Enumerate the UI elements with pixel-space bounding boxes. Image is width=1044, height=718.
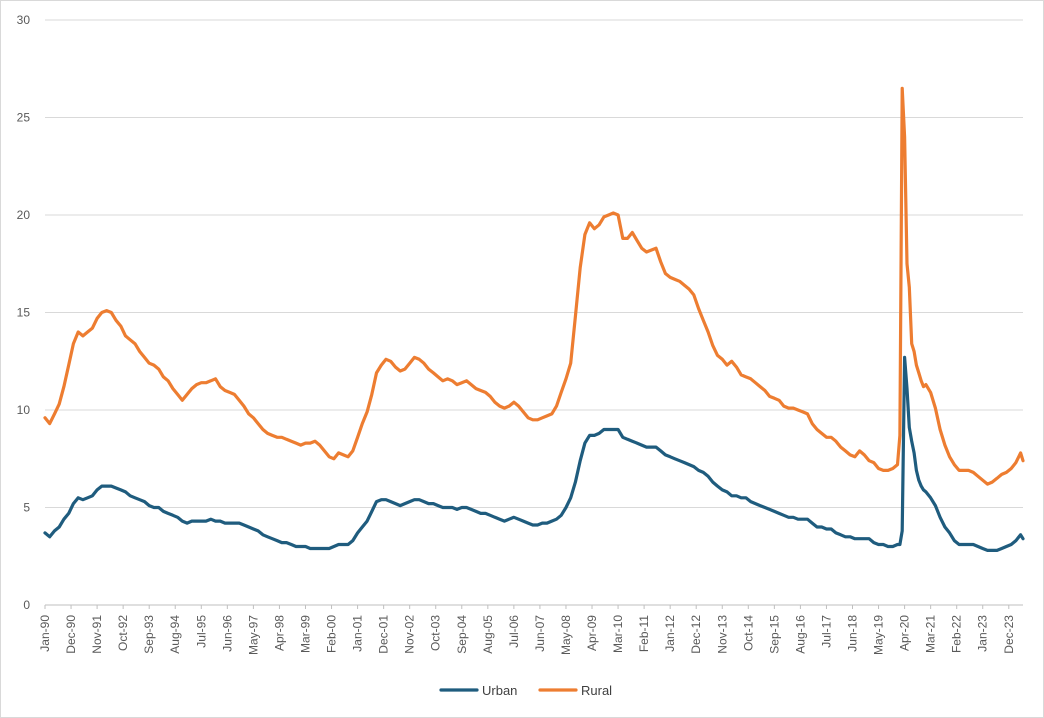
y-axis-tick-labels: 0 5 10 15 20 25 30 — [17, 13, 31, 612]
x-tick-label: Dec-23 — [1002, 615, 1016, 654]
x-tick-label: Mar-99 — [298, 615, 312, 653]
x-tick-label: Nov-13 — [715, 615, 729, 654]
y-tick-label: 15 — [17, 306, 31, 320]
x-tick-label: May-19 — [872, 615, 886, 655]
x-tick-label: Nov-02 — [403, 615, 417, 654]
x-tick-label: Aug-05 — [481, 615, 495, 654]
series-line-rural — [43, 86, 1025, 486]
legend-label-rural: Rural — [581, 683, 612, 698]
series-line-urban — [43, 355, 1025, 552]
x-tick-label: Mar-10 — [611, 615, 625, 653]
x-tick-label: Nov-91 — [90, 615, 104, 654]
x-tick-label: Jun-07 — [533, 615, 547, 652]
y-tick-label: 30 — [17, 13, 31, 27]
x-tick-label: Jan-90 — [38, 615, 52, 652]
x-tick-label: Jul-17 — [819, 615, 833, 648]
x-tick-label: Jan-12 — [663, 615, 677, 652]
gridlines — [45, 19, 1023, 508]
y-tick-label: 25 — [17, 111, 31, 125]
x-tick-label: Oct-14 — [741, 615, 755, 651]
x-tick-label: Apr-20 — [898, 615, 912, 651]
x-tick-label: Apr-09 — [585, 615, 599, 651]
legend: Urban Rural — [439, 683, 612, 698]
series-lines — [43, 86, 1025, 552]
x-tick-label: Feb-11 — [637, 615, 651, 652]
x-tick-label: Aug-94 — [168, 615, 182, 654]
x-tick-label: Sep-04 — [455, 615, 469, 654]
x-tick-label: Dec-12 — [689, 615, 703, 654]
x-tick-label: Dec-01 — [377, 615, 391, 654]
x-tick-label: Jun-18 — [846, 615, 860, 652]
x-tick-label: Apr-98 — [272, 615, 286, 651]
x-tick-label: Dec-90 — [64, 615, 78, 654]
x-tick-label: Jun-96 — [220, 615, 234, 652]
x-tick-label: Jul-95 — [194, 615, 208, 648]
y-tick-label: 10 — [17, 403, 31, 417]
y-tick-label: 20 — [17, 208, 31, 222]
x-tick-label: Sep-93 — [142, 615, 156, 654]
y-tick-label: 0 — [23, 598, 30, 612]
x-tick-label: Oct-92 — [116, 615, 130, 651]
x-tick-label: Jan-23 — [976, 615, 990, 652]
x-tick-label: Oct-03 — [429, 615, 443, 651]
x-tick-label: Feb-00 — [325, 615, 339, 653]
x-tick-label: May-08 — [559, 615, 573, 655]
x-tick-label: Aug-16 — [793, 615, 807, 654]
x-axis — [44, 604, 1023, 609]
x-tick-label: Jan-01 — [351, 615, 365, 652]
x-tick-label: Feb-22 — [950, 615, 964, 653]
x-tick-label: May-97 — [246, 615, 260, 655]
y-tick-label: 5 — [23, 501, 30, 515]
x-tick-label: Jul-06 — [507, 615, 521, 648]
x-tick-label: Sep-15 — [767, 615, 781, 654]
x-axis-tick-labels: Jan-90 Dec-90 Nov-91 Oct-92 Sep-93 Aug-94 Jul-… — [38, 615, 1016, 655]
legend-label-urban: Urban — [482, 683, 517, 698]
x-tick-label: Mar-21 — [924, 615, 938, 653]
